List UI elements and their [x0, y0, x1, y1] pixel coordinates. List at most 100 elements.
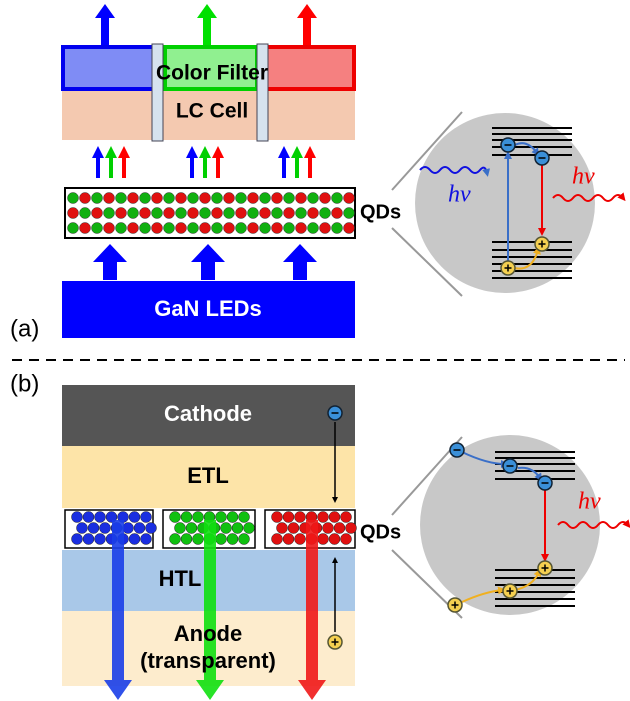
- quantum-dot: [343, 192, 355, 204]
- quantum-dot: [333, 522, 346, 534]
- emitted-hv: hv: [572, 164, 595, 190]
- gan-led: [62, 281, 355, 338]
- quantum-dot: [127, 207, 139, 219]
- carriers: [327, 405, 343, 650]
- quantum-dot: [174, 522, 186, 534]
- quantum-dot: [220, 522, 232, 534]
- quantum-dot: [115, 207, 127, 219]
- quantum-dot: [307, 192, 319, 204]
- quantum-dot: [271, 222, 283, 234]
- quantum-dot: [169, 511, 181, 523]
- quantum-dot: [259, 207, 271, 219]
- quantum-dot: [140, 533, 152, 545]
- etl-label: ETL: [187, 463, 229, 488]
- quantum-dot: [180, 533, 193, 545]
- quantum-dot: [185, 522, 198, 534]
- quantum-dot: [91, 192, 103, 204]
- quantum-dot: [187, 222, 199, 234]
- quantum-dot: [82, 533, 95, 545]
- quantum-dot: [215, 533, 227, 545]
- quantum-dot: [343, 207, 355, 219]
- emitted-hv: hv: [578, 489, 601, 515]
- quantum-dot: [271, 192, 283, 204]
- quantum-dot: [235, 192, 247, 204]
- color-filter-label: Color Filter: [156, 62, 268, 85]
- anode-label: Anode: [174, 621, 242, 646]
- panel-label: (b): [10, 370, 39, 397]
- quantum-dot: [139, 192, 151, 204]
- quantum-dot: [282, 533, 295, 545]
- quantum-dot: [211, 192, 223, 204]
- quantum-dot: [79, 207, 91, 219]
- quantum-dot: [271, 207, 283, 219]
- quantum-dot: [331, 222, 343, 234]
- plus-sign: [506, 587, 514, 595]
- quantum-dot: [115, 222, 127, 234]
- emission-arrows: [104, 520, 326, 700]
- quantum-dot: [105, 511, 118, 523]
- relaxation: [514, 568, 542, 591]
- quantum-dot: [282, 511, 295, 523]
- blue-arrows: [93, 244, 317, 280]
- relaxation: [513, 246, 541, 270]
- gan-led-label: GaN LEDs: [154, 296, 262, 321]
- lc-cell-label: LC Cell: [176, 100, 248, 123]
- quantum-dot: [243, 522, 255, 534]
- plus-sign: [504, 264, 512, 272]
- quantum-dot: [103, 222, 115, 234]
- spacer: [256, 43, 269, 142]
- small-arrow: [199, 146, 211, 178]
- quantum-dot: [317, 511, 329, 523]
- small-arrow: [118, 146, 130, 178]
- rgb-arrows: [92, 146, 316, 178]
- quantum-dot: [139, 222, 151, 234]
- cathode-label: Cathode: [164, 401, 252, 426]
- panel-label: (a): [10, 315, 39, 342]
- quantum-dot: [328, 533, 341, 545]
- quantum-dot: [163, 207, 175, 219]
- panel-a: Color Filter LC Cell QDs GaN LEDs (a) hv…: [10, 4, 626, 342]
- quantum-dot: [328, 511, 341, 523]
- quantum-dot: [67, 207, 79, 219]
- quantum-dot: [79, 192, 91, 204]
- quantum-dot: [87, 522, 100, 534]
- quantum-dot: [139, 207, 151, 219]
- quantum-dot: [71, 533, 83, 545]
- quantum-dot: [127, 222, 139, 234]
- quantum-dot: [82, 511, 95, 523]
- quantum-dot: [169, 533, 181, 545]
- quantum-dots: [67, 192, 355, 234]
- quantum-dot: [238, 533, 250, 545]
- small-arrow: [278, 146, 290, 178]
- quantum-dot: [223, 207, 235, 219]
- quantum-dot: [295, 207, 307, 219]
- green-filter: [163, 45, 259, 91]
- quantum-dot: [151, 222, 163, 234]
- quantum-dot: [175, 222, 187, 234]
- quantum-dot: [295, 222, 307, 234]
- inset-circle: [415, 113, 595, 293]
- quantum-dot: [345, 522, 357, 534]
- quantum-dot: [199, 207, 211, 219]
- quantum-dot: [319, 222, 331, 234]
- quantum-dot: [140, 511, 152, 523]
- injection: [461, 451, 509, 468]
- quantum-dot: [247, 207, 259, 219]
- quantum-dot: [322, 522, 334, 534]
- quantum-dot: [163, 222, 175, 234]
- emitted-photon: [552, 192, 626, 202]
- quantum-dot: [180, 511, 193, 523]
- quantum-dot: [192, 511, 204, 523]
- red-filter: [264, 45, 356, 91]
- quantum-dot: [67, 192, 79, 204]
- qds-label: QDs: [360, 201, 401, 223]
- small-arrow: [291, 146, 303, 178]
- quantum-dot: [247, 222, 259, 234]
- relaxation: [514, 142, 540, 157]
- quantum-dot: [317, 533, 329, 545]
- quantum-dot: [187, 207, 199, 219]
- quantum-dot: [226, 533, 239, 545]
- quantum-dot: [91, 222, 103, 234]
- quantum-dot: [145, 522, 157, 534]
- quantum-dot: [71, 511, 83, 523]
